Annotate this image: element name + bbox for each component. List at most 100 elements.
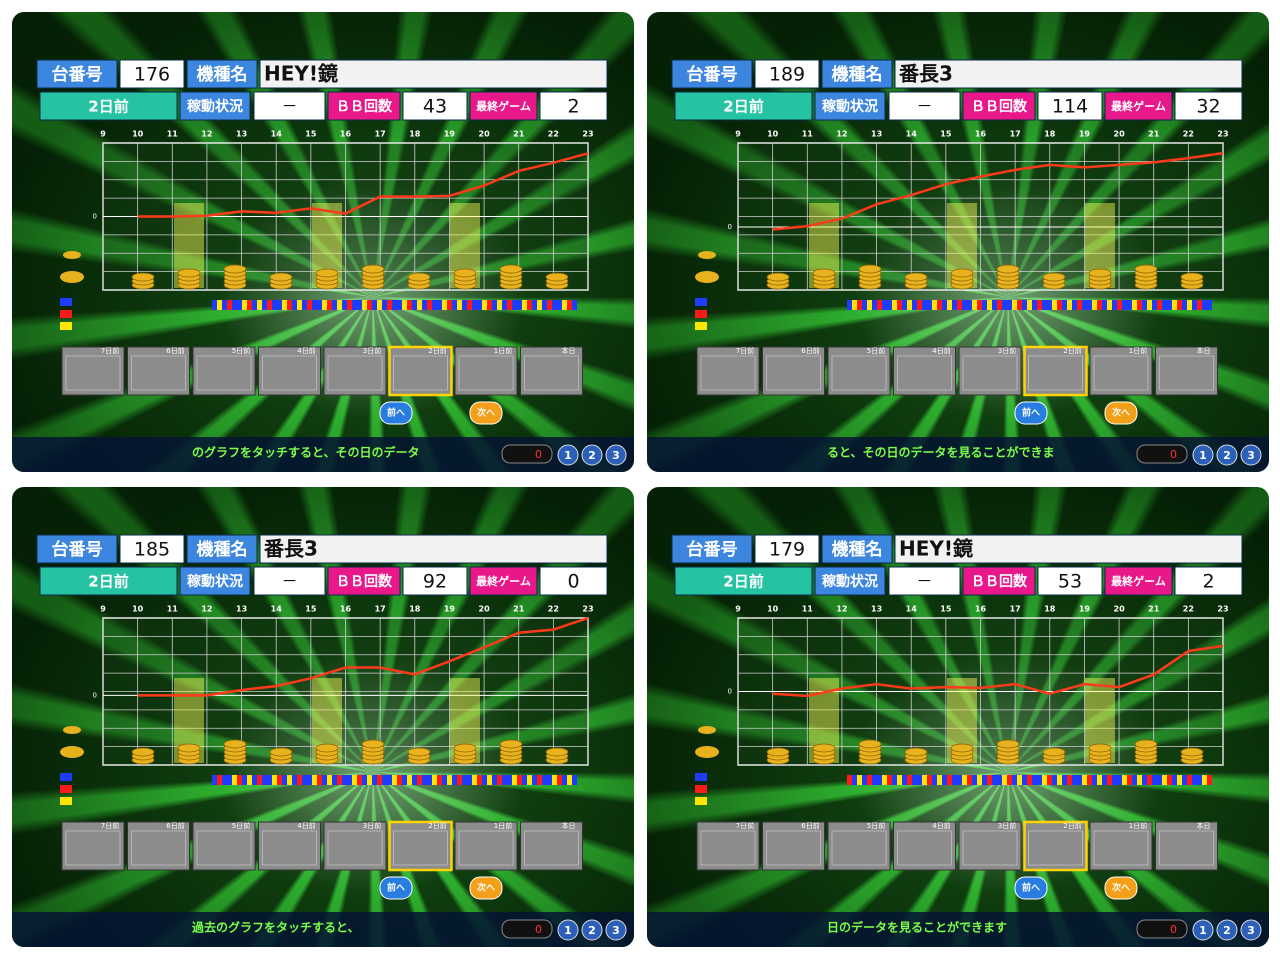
page-label[interactable]: 2: [588, 449, 596, 462]
day-thumbnail[interactable]: [958, 821, 1022, 871]
page-label[interactable]: 3: [612, 924, 620, 937]
thumbnail-label: 2日前: [1063, 346, 1081, 355]
day-thumbnail[interactable]: [762, 821, 825, 871]
day-thumbnail[interactable]: [192, 821, 256, 871]
counter-box: [501, 919, 553, 939]
day-thumbnail[interactable]: [520, 821, 583, 871]
status-strip: [372, 300, 377, 310]
prev-label[interactable]: 前へ: [1022, 882, 1040, 894]
next-label[interactable]: 次へ: [1112, 882, 1130, 894]
legend-swatch: [60, 785, 72, 793]
prev-label[interactable]: 前へ: [387, 882, 405, 894]
day-thumbnail[interactable]: [762, 346, 825, 396]
thumbnail-grid: [962, 830, 1018, 866]
day-thumbnail[interactable]: [1089, 821, 1153, 871]
day-thumbnail[interactable]: [258, 346, 321, 396]
hour-label: 20: [479, 605, 491, 614]
next-button[interactable]: [469, 876, 503, 900]
day-thumbnail[interactable]: [696, 346, 760, 396]
day-thumbnail[interactable]: [1155, 821, 1218, 871]
day-thumbnail[interactable]: [454, 821, 518, 871]
prev-button[interactable]: [1014, 876, 1048, 900]
status-strip: [272, 300, 277, 310]
day-thumbnail[interactable]: [1089, 346, 1153, 396]
prev-label[interactable]: 前へ: [387, 407, 405, 419]
prev-button[interactable]: [379, 401, 413, 425]
day-thumbnail[interactable]: [520, 346, 583, 396]
status-strip: [987, 300, 992, 310]
page-label[interactable]: 1: [1199, 924, 1207, 937]
day-thumbnail[interactable]: [454, 346, 518, 396]
day-label: 2日前: [723, 98, 763, 116]
page-button[interactable]: [605, 444, 627, 466]
status-strip: [1187, 300, 1192, 310]
status-strip: [237, 300, 242, 310]
page-label[interactable]: 3: [1247, 449, 1255, 462]
status-strip: [877, 300, 882, 310]
status-strip: [267, 300, 272, 310]
page-label[interactable]: 2: [1223, 924, 1231, 937]
thumbnail-grid: [1159, 830, 1214, 866]
page-button[interactable]: [1240, 919, 1262, 941]
thumbnail-grid: [831, 355, 887, 391]
status-strip: [477, 775, 482, 785]
next-label[interactable]: 次へ: [477, 407, 495, 419]
day-thumbnail[interactable]: [323, 821, 387, 871]
day-thumbnail[interactable]: [323, 346, 387, 396]
page-button[interactable]: [557, 919, 579, 941]
status-strip: [902, 775, 907, 785]
status-strip: [977, 775, 982, 785]
coin: [315, 268, 339, 278]
status-strip: [252, 775, 257, 785]
next-label[interactable]: 次へ: [1112, 407, 1130, 419]
day-thumbnail[interactable]: [127, 821, 190, 871]
day-thumbnail[interactable]: [827, 821, 891, 871]
page-button[interactable]: [1216, 919, 1238, 941]
day-thumbnail[interactable]: [893, 346, 956, 396]
day-thumbnail[interactable]: [827, 346, 891, 396]
model-label-box: [186, 59, 258, 89]
status-strip: [1162, 300, 1167, 310]
page-button[interactable]: [1192, 444, 1214, 466]
day-thumbnail[interactable]: [1023, 345, 1088, 397]
page-button[interactable]: [581, 444, 603, 466]
status-strip: [347, 775, 352, 785]
page-button[interactable]: [557, 444, 579, 466]
day-thumbnail[interactable]: [61, 821, 125, 871]
page-button[interactable]: [1192, 919, 1214, 941]
day-thumbnail[interactable]: [61, 346, 125, 396]
page-button[interactable]: [605, 919, 627, 941]
page-label[interactable]: 2: [588, 924, 596, 937]
prev-label[interactable]: 前へ: [1022, 407, 1040, 419]
page-label[interactable]: 2: [1223, 449, 1231, 462]
page-button[interactable]: [1240, 444, 1262, 466]
prev-button[interactable]: [1014, 401, 1048, 425]
day-thumbnail[interactable]: [127, 346, 190, 396]
day-thumbnail[interactable]: [388, 820, 453, 872]
day-thumbnail[interactable]: [1155, 346, 1218, 396]
day-thumbnail[interactable]: [696, 821, 760, 871]
day-thumbnail[interactable]: [958, 346, 1022, 396]
next-button[interactable]: [469, 401, 503, 425]
day-thumbnail[interactable]: [258, 821, 321, 871]
coin: [1180, 272, 1204, 282]
page-label[interactable]: 3: [612, 449, 620, 462]
next-button[interactable]: [1104, 876, 1138, 900]
page-label[interactable]: 1: [1199, 449, 1207, 462]
prev-button[interactable]: [379, 876, 413, 900]
page-button[interactable]: [1216, 444, 1238, 466]
day-thumbnail[interactable]: [1023, 820, 1088, 872]
next-button[interactable]: [1104, 401, 1138, 425]
thumbnail-grid: [262, 830, 317, 866]
day-thumbnail[interactable]: [893, 821, 956, 871]
page-label[interactable]: 1: [564, 449, 572, 462]
status-strip: [487, 300, 492, 310]
page-button[interactable]: [581, 919, 603, 941]
day-thumbnail[interactable]: [192, 346, 256, 396]
board-label: 台番号: [52, 64, 103, 85]
next-label[interactable]: 次へ: [477, 882, 495, 894]
page-label[interactable]: 1: [564, 924, 572, 937]
status-strip: [892, 775, 897, 785]
day-thumbnail[interactable]: [388, 345, 453, 397]
page-label[interactable]: 3: [1247, 924, 1255, 937]
